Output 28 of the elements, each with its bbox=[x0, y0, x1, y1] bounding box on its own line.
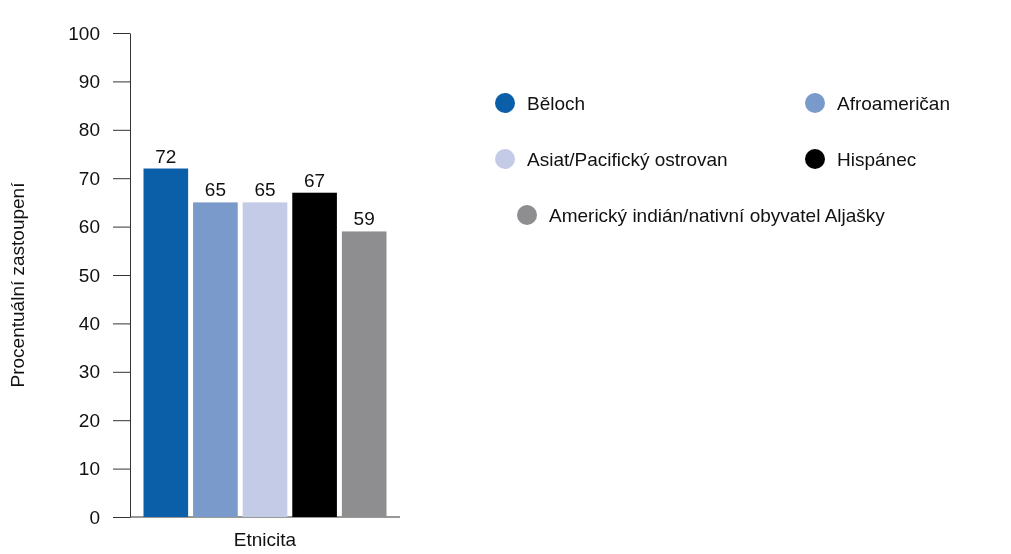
y-tick-label: 60 bbox=[78, 216, 100, 238]
y-axis-title: Procentuální zastoupení bbox=[7, 181, 28, 388]
y-tick-label: 10 bbox=[78, 458, 100, 480]
data-label: 65 bbox=[254, 179, 276, 201]
y-tick-label: 50 bbox=[78, 264, 100, 286]
x-axis-title: Etnicita bbox=[233, 529, 297, 550]
bar bbox=[341, 231, 387, 517]
legend-label: Americký indián/nativní obyvatel Aljašky bbox=[549, 204, 886, 226]
y-tick-label: 100 bbox=[68, 22, 100, 44]
bar bbox=[193, 202, 238, 517]
y-tick-label: 30 bbox=[78, 361, 100, 383]
data-label: 67 bbox=[304, 169, 326, 191]
y-tick-label: 80 bbox=[78, 119, 100, 141]
bar bbox=[292, 192, 337, 517]
data-label: 65 bbox=[204, 179, 226, 201]
y-tick-label: 90 bbox=[78, 70, 100, 92]
legend-label: Asiat/Pacifický ostrovan bbox=[527, 148, 728, 170]
y-tick-label: 40 bbox=[78, 312, 100, 334]
y-tick-label: 0 bbox=[89, 506, 100, 528]
legend-label: Afroameričan bbox=[837, 92, 950, 114]
y-tick-label: 70 bbox=[78, 167, 100, 189]
bar bbox=[143, 168, 189, 517]
legend-label: Běloch bbox=[527, 92, 586, 114]
legend-label: Hispánec bbox=[837, 148, 917, 170]
y-tick-label: 20 bbox=[78, 409, 100, 431]
bar bbox=[242, 202, 288, 517]
data-label: 72 bbox=[155, 145, 177, 167]
data-label: 59 bbox=[353, 208, 375, 230]
